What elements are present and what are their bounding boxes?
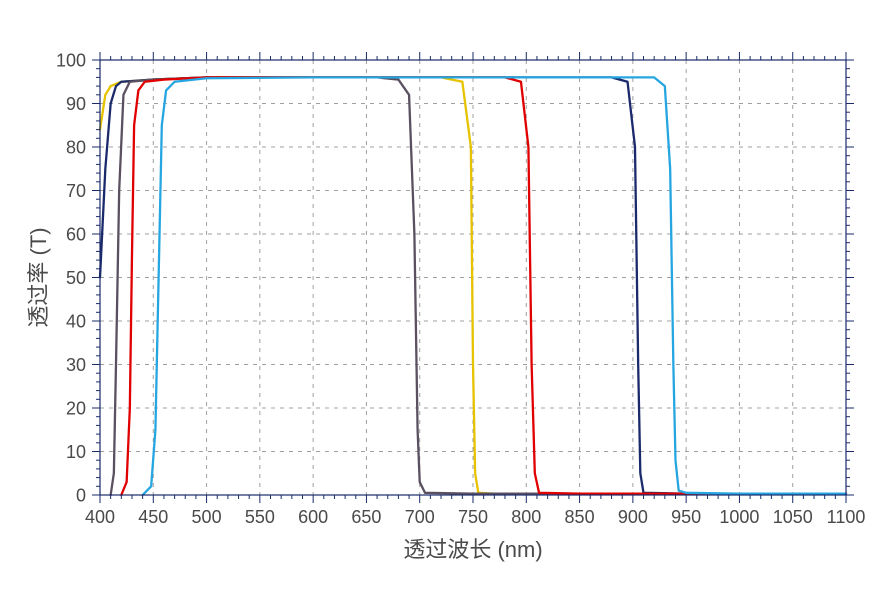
svg-text:800: 800: [511, 507, 541, 527]
svg-text:1050: 1050: [773, 507, 813, 527]
svg-text:100: 100: [56, 50, 86, 70]
svg-text:700: 700: [405, 507, 435, 527]
svg-text:500: 500: [192, 507, 222, 527]
svg-text:10: 10: [66, 442, 86, 462]
svg-text:1000: 1000: [719, 507, 759, 527]
svg-text:透过波长 (nm): 透过波长 (nm): [403, 537, 542, 562]
svg-text:60: 60: [66, 224, 86, 244]
svg-text:1100: 1100: [827, 507, 866, 527]
svg-text:400: 400: [85, 507, 115, 527]
svg-text:850: 850: [565, 507, 595, 527]
svg-text:600: 600: [298, 507, 328, 527]
svg-text:50: 50: [66, 268, 86, 288]
svg-text:950: 950: [671, 507, 701, 527]
svg-text:750: 750: [458, 507, 488, 527]
transmittance-chart: 4004505005506006507007508008509009501000…: [0, 0, 896, 595]
svg-text:70: 70: [66, 181, 86, 201]
svg-text:900: 900: [618, 507, 648, 527]
svg-text:20: 20: [66, 398, 86, 418]
svg-text:80: 80: [66, 137, 86, 157]
svg-text:550: 550: [245, 507, 275, 527]
svg-text:40: 40: [66, 311, 86, 331]
svg-text:90: 90: [66, 94, 86, 114]
svg-text:30: 30: [66, 355, 86, 375]
svg-text:透过率 (T): 透过率 (T): [26, 227, 51, 327]
svg-text:0: 0: [76, 485, 86, 505]
svg-text:650: 650: [351, 507, 381, 527]
svg-text:450: 450: [138, 507, 168, 527]
